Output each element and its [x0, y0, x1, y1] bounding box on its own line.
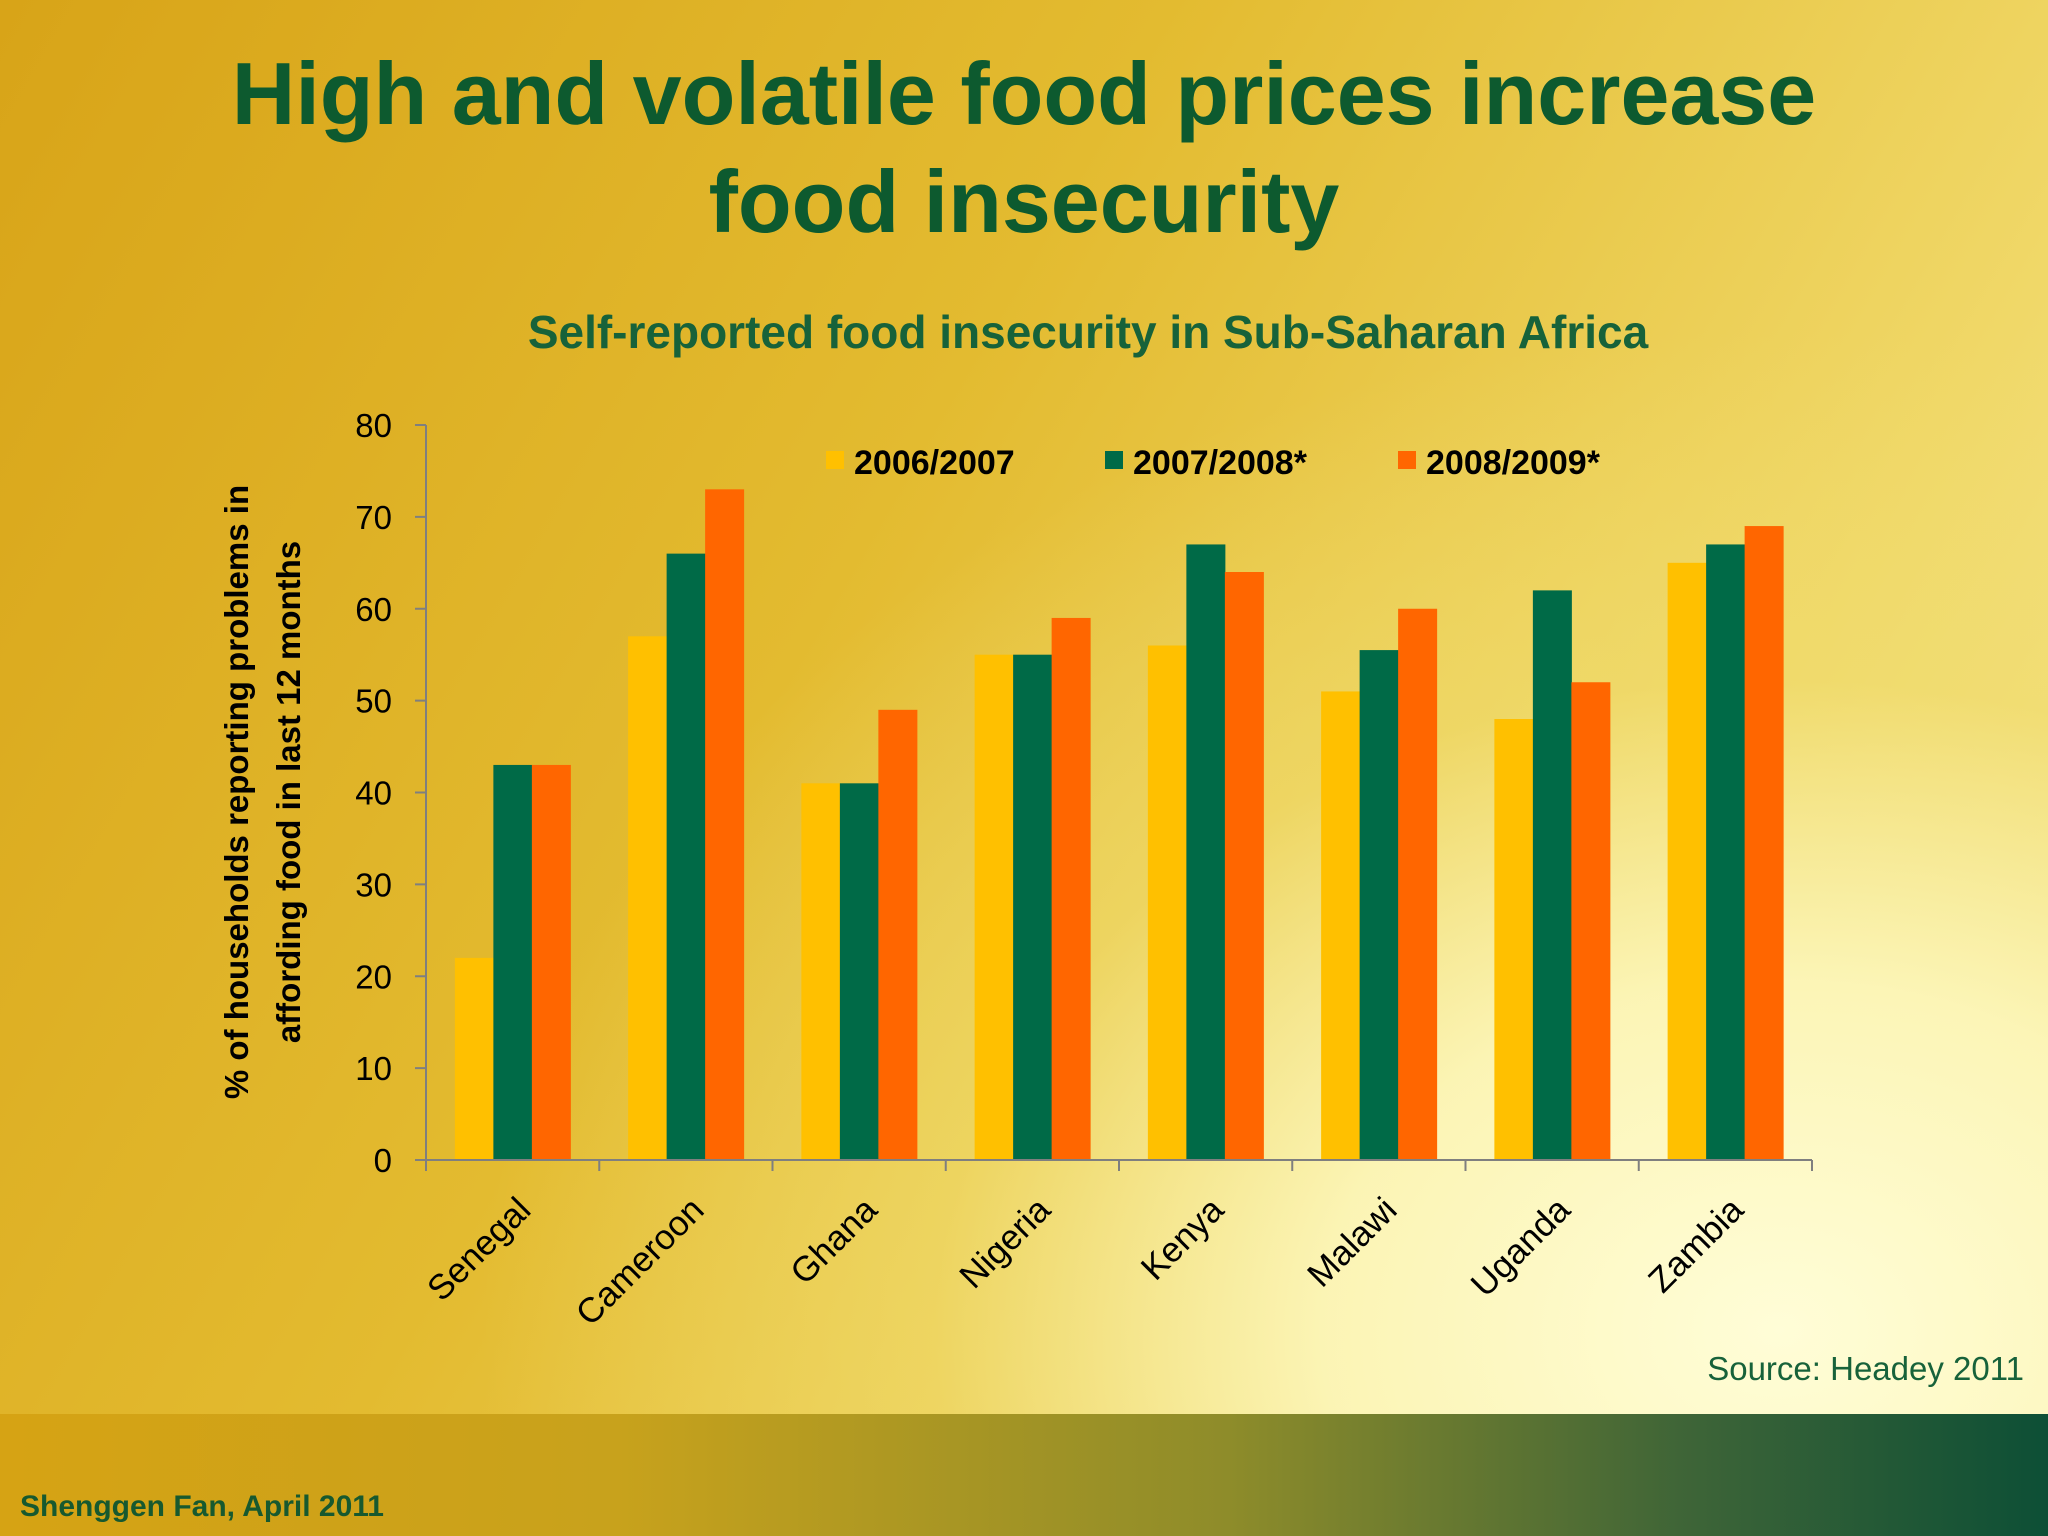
x-tick-label: Ghana [783, 1190, 885, 1292]
legend-label-2008-2009: 2008/2009* [1426, 444, 1601, 482]
y-axis-label-line: % of households reporting problems in [218, 485, 255, 1099]
bar-malawi-2006-2007 [1321, 691, 1361, 1160]
x-tick-label: Zambia [1641, 1190, 1751, 1300]
x-tick-label: Cameroon [568, 1190, 711, 1333]
bar-nigeria-2007-2008 [1013, 654, 1053, 1160]
source-note: Source: Headey 2011 [1707, 1350, 2024, 1387]
y-axis-label: % of households reporting problems in aff… [218, 485, 307, 1099]
legend: 2006/2007 2007/2008* 2008/2009* [826, 444, 1601, 482]
bar-kenya-2007-2008 [1186, 544, 1226, 1160]
y-tick-label: 70 [355, 499, 392, 536]
bar-cameroon-2008-2009 [705, 489, 745, 1160]
bar-uganda-2008-2009 [1571, 682, 1611, 1160]
bars-group [454, 489, 1784, 1160]
bar-zambia-2006-2007 [1667, 562, 1707, 1160]
bar-senegal-2008-2009 [531, 764, 571, 1160]
bar-malawi-2007-2008 [1359, 650, 1399, 1160]
bar-kenya-2006-2007 [1147, 645, 1187, 1160]
bar-ghana-2006-2007 [801, 783, 841, 1160]
y-tick-label: 20 [355, 958, 392, 995]
footer-bar [0, 1414, 2048, 1536]
bar-uganda-2006-2007 [1494, 719, 1534, 1160]
y-tick-label: 50 [355, 683, 392, 720]
y-tick-label: 30 [355, 866, 392, 903]
y-tick-label: 40 [355, 775, 392, 812]
bar-cameroon-2007-2008 [666, 553, 706, 1160]
bar-zambia-2008-2009 [1744, 526, 1784, 1160]
legend-label-2007-2008: 2007/2008* [1133, 444, 1308, 482]
y-tick-label: 10 [355, 1050, 392, 1087]
x-tick-label: Uganda [1464, 1190, 1579, 1305]
x-tick-label: Senegal [420, 1190, 538, 1308]
chart-title: Self-reported food insecurity in Sub-Sah… [527, 306, 1649, 358]
bar-kenya-2008-2009 [1224, 572, 1264, 1160]
footer-author-date: Shenggen Fan, April 2011 [20, 1490, 384, 1523]
bar-nigeria-2008-2009 [1051, 617, 1091, 1160]
bar-zambia-2007-2008 [1706, 544, 1746, 1160]
bar-nigeria-2006-2007 [974, 654, 1014, 1160]
y-tick-label: 60 [355, 591, 392, 628]
y-axis-label-line: affording food in last 12 months [270, 541, 307, 1043]
legend-swatch-2006-2007 [826, 451, 844, 469]
x-tick-label: Nigeria [952, 1190, 1058, 1296]
x-tick-label: Malawi [1300, 1190, 1405, 1295]
bar-malawi-2008-2009 [1398, 608, 1438, 1160]
bar-cameroon-2006-2007 [628, 636, 668, 1160]
legend-swatch-2008-2009 [1398, 451, 1416, 469]
legend-label-2006-2007: 2006/2007 [854, 444, 1015, 482]
bar-ghana-2008-2009 [878, 709, 918, 1160]
legend-swatch-2007-2008 [1105, 451, 1123, 469]
bar-ghana-2007-2008 [839, 783, 879, 1160]
x-tick-label: Kenya [1134, 1190, 1232, 1288]
y-tick-label: 80 [355, 407, 392, 444]
slide-title: High and volatile food prices increase f… [231, 44, 1817, 251]
bar-uganda-2007-2008 [1532, 590, 1572, 1160]
bar-senegal-2007-2008 [493, 764, 533, 1160]
bar-senegal-2006-2007 [454, 957, 494, 1160]
y-tick-label: 0 [374, 1142, 392, 1179]
